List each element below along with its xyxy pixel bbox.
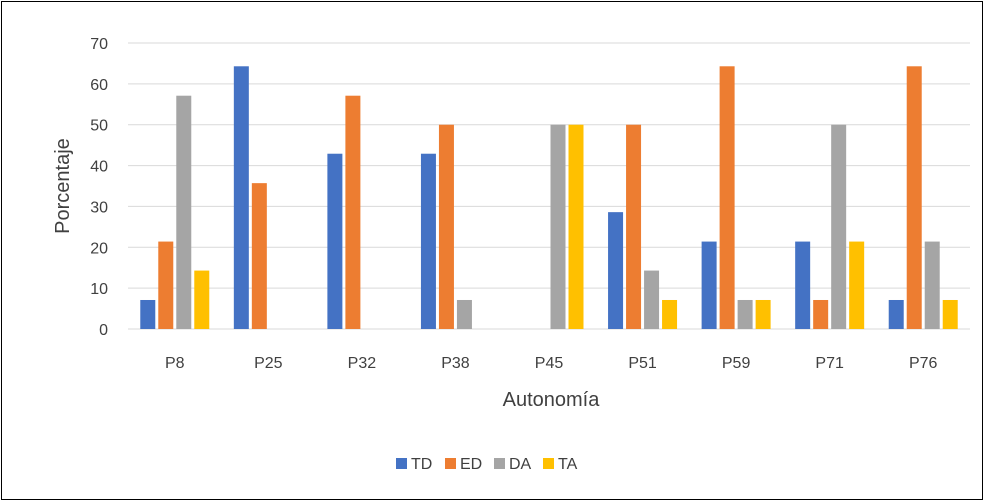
bar-td-p59: [701, 241, 717, 329]
y-tick-label: 20: [90, 240, 108, 257]
bar-ta-p45: [568, 124, 584, 329]
legend-label-ta: TA: [558, 456, 578, 473]
bar-td-p25: [233, 66, 249, 329]
bar-da-p76: [924, 241, 940, 329]
x-tick-label: P59: [722, 355, 751, 372]
y-tick-label: 60: [90, 77, 108, 94]
x-tick-label: P25: [254, 355, 283, 372]
bar-td-p32: [327, 153, 343, 329]
bar-ed-p59: [719, 66, 735, 329]
legend-swatch-da: [494, 458, 505, 469]
y-tick-label: 50: [90, 118, 108, 135]
bar-td-p76: [888, 299, 904, 329]
bar-td-p51: [608, 212, 624, 329]
gridlines: [128, 42, 970, 330]
bar-ed-p51: [626, 124, 642, 329]
bar-da-p45: [550, 124, 566, 329]
y-tick-label: 30: [90, 199, 108, 216]
legend-swatch-ta: [543, 458, 554, 469]
legend-swatch-td: [396, 458, 407, 469]
bar-td-p8: [140, 299, 156, 329]
bar-td-p71: [795, 241, 811, 329]
bar-ed-p71: [813, 299, 829, 329]
legend-label-td: TD: [411, 456, 432, 473]
bar-ta-p59: [755, 299, 771, 329]
bar-da-p8: [176, 95, 192, 329]
y-tick-label: 0: [99, 322, 108, 339]
bar-da-p71: [831, 124, 847, 329]
bar-ta-p8: [194, 270, 210, 329]
x-tick-labels: P8 P25 P32 P38 P45 P51 P59 P71 P76: [165, 355, 938, 372]
x-tick-label: P76: [909, 355, 938, 372]
bar-da-p59: [737, 299, 753, 329]
bar-ta-p51: [662, 299, 678, 329]
legend-label-ed: ED: [460, 456, 482, 473]
y-tick-labels: 0 10 20 30 40 50 60 70: [90, 36, 108, 339]
bar-ed-p8: [158, 241, 174, 329]
y-tick-label: 40: [90, 159, 108, 176]
bar-da-p38: [456, 299, 472, 329]
x-tick-label: P71: [815, 355, 844, 372]
bar-ed-p38: [438, 124, 454, 329]
legend-swatch-ed: [445, 458, 456, 469]
x-tick-label: P38: [441, 355, 470, 372]
bars: [140, 66, 958, 329]
bar-ed-p76: [906, 66, 922, 329]
y-tick-label: 70: [90, 36, 108, 53]
x-axis-label: Autonomía: [503, 389, 601, 411]
bar-ed-p25: [251, 183, 267, 329]
x-tick-label: P45: [535, 355, 564, 372]
legend: TD ED DA TA: [396, 456, 578, 473]
x-tick-label: P32: [348, 355, 377, 372]
bar-ed-p32: [345, 95, 361, 329]
legend-label-da: DA: [509, 456, 532, 473]
y-tick-label: 10: [90, 281, 108, 298]
x-tick-label: P8: [165, 355, 185, 372]
bar-da-p51: [644, 270, 660, 329]
x-tick-label: P51: [628, 355, 657, 372]
bar-td-p38: [420, 153, 436, 329]
bar-ta-p76: [942, 299, 958, 329]
bar-ta-p71: [849, 241, 865, 329]
y-axis-label: Porcentaje: [52, 138, 74, 234]
